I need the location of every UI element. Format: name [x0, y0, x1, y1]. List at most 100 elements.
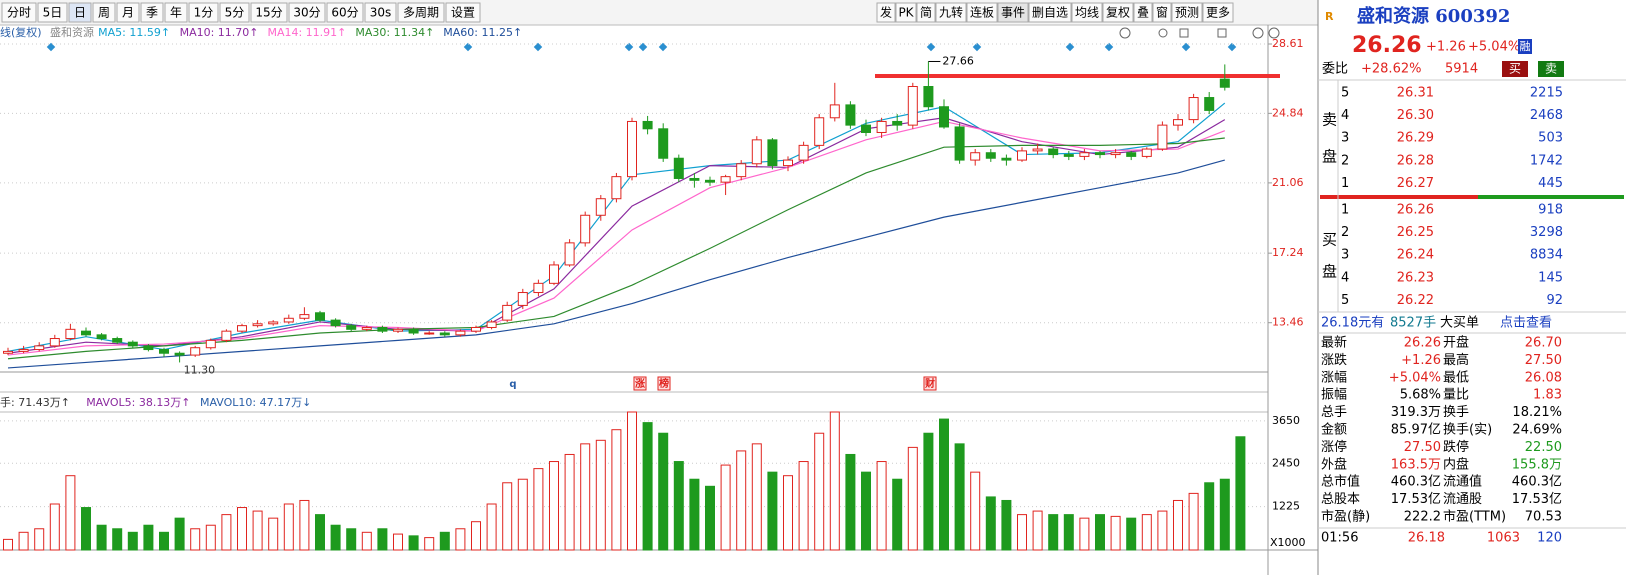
toolbar-button[interactable] [37, 2, 68, 23]
sell-button-label[interactable]: 卖 [1545, 62, 1557, 76]
toolbar-label[interactable]: 事件 [1001, 6, 1025, 20]
toolbar-button[interactable] [935, 2, 967, 23]
toolbar-button[interactable] [445, 2, 481, 23]
toolbar-label[interactable]: 季 [146, 6, 158, 20]
toolbar-label[interactable]: 发 [880, 5, 892, 20]
marker[interactable]: q [509, 379, 516, 390]
toolbar-label[interactable]: 九转 [939, 5, 963, 20]
toolbar-button[interactable] [895, 2, 917, 23]
volume-bar [268, 517, 279, 551]
toolbar-button[interactable] [1171, 2, 1203, 23]
toolbar-label[interactable]: 设置 [451, 6, 475, 20]
toolbar-button[interactable] [1, 2, 37, 23]
sell-button[interactable] [1538, 61, 1564, 77]
toolbar-button[interactable] [364, 2, 397, 23]
stat-label: 流通值 [1443, 474, 1482, 490]
toolbar-button[interactable] [1028, 2, 1072, 23]
toolbar-button[interactable] [876, 2, 896, 23]
toolbar-label[interactable]: 均线 [1075, 6, 1099, 20]
toolbar-button[interactable] [68, 2, 92, 23]
toolbar-label[interactable]: 5分 [225, 6, 245, 20]
candle-body [689, 177, 700, 181]
volume-bar [1001, 499, 1012, 551]
toolbar-label[interactable]: 删自选 [1032, 6, 1068, 20]
candle-body [829, 104, 840, 119]
toolbar-label[interactable]: 叠 [1137, 6, 1149, 20]
toolbar-button[interactable] [966, 2, 998, 23]
toolbar-button[interactable] [397, 2, 445, 23]
toolbar-label[interactable]: PK [898, 6, 914, 20]
volume-bar [81, 507, 91, 551]
marker[interactable]: 涨 [635, 377, 645, 390]
volume-bar [845, 453, 856, 551]
stat-label: 内盘 [1443, 456, 1469, 472]
candle-body [1188, 97, 1199, 121]
marker[interactable]: 财 [924, 377, 935, 390]
toolbar-label[interactable]: 15分 [255, 6, 282, 20]
toolbar-label[interactable]: 1分 [194, 6, 214, 20]
buy-button[interactable] [1502, 61, 1528, 77]
toolbar-label[interactable]: 5日 [43, 6, 63, 20]
candle-body [471, 326, 481, 332]
stock-title: 盛和资源 600392 [1357, 5, 1510, 27]
stat-label: 最高 [1443, 352, 1469, 368]
toolbar-button[interactable] [219, 2, 250, 23]
marker[interactable]: 榜 [659, 377, 669, 390]
legend-item: MA60: 11.25↑ [443, 26, 522, 39]
toolbar-label[interactable]: 更多 [1206, 6, 1230, 20]
toolbar-label[interactable]: 月 [122, 6, 134, 20]
toolbar-label[interactable]: 60分 [331, 6, 358, 20]
toolbar-button[interactable] [188, 2, 219, 23]
toolbar-label[interactable]: 复权 [1106, 6, 1130, 20]
toolbar-label[interactable]: 简 [920, 6, 932, 20]
toolbar-button[interactable] [92, 2, 116, 23]
toolbar-label[interactable]: 窗 [1156, 6, 1168, 20]
toolbar-button[interactable] [116, 2, 140, 23]
volume-bar [65, 475, 76, 551]
volume-bar [923, 432, 934, 551]
volume-bar [393, 533, 403, 551]
y-tick-label: 21.06 [1272, 176, 1304, 189]
big-order[interactable]: 点击查看 [1500, 315, 1552, 331]
toolbar-button[interactable] [1133, 2, 1153, 23]
toolbar-button[interactable] [164, 2, 188, 23]
toolbar-button[interactable] [326, 2, 364, 23]
volume-bar [1157, 510, 1168, 551]
toolbar-button[interactable] [1102, 2, 1134, 23]
toolbar-label[interactable]: 预测 [1175, 6, 1199, 20]
volume-bar [595, 439, 606, 551]
toolbar-button[interactable] [916, 2, 936, 23]
toolbar-button[interactable] [140, 2, 164, 23]
candle-body [1063, 154, 1074, 157]
toolbar-label[interactable]: 多周期 [403, 6, 439, 20]
toolbar-label[interactable]: 周 [98, 6, 110, 20]
toolbar-label[interactable]: 30s [370, 6, 392, 20]
buy-ratio-bar [1478, 195, 1624, 199]
toolbar-label[interactable]: 30分 [293, 6, 320, 20]
volume-bar [1032, 510, 1043, 551]
candle-body [34, 345, 45, 351]
toolbar-button[interactable] [250, 2, 288, 23]
toolbar-button[interactable] [1152, 2, 1172, 23]
candle-body [1173, 119, 1183, 126]
toolbar-label[interactable]: 分时 [7, 6, 31, 20]
volume-bar [408, 535, 419, 551]
high-label: 27.66 [942, 54, 974, 67]
toolbar-label[interactable]: 日 [74, 6, 86, 20]
toolbar-button[interactable] [288, 2, 326, 23]
candle-body [923, 85, 934, 108]
buy-button-label[interactable]: 买 [1509, 62, 1521, 76]
toolbar-button[interactable] [1202, 2, 1234, 23]
book-level: 1 [1341, 203, 1349, 218]
toolbar-label[interactable]: 连板 [970, 5, 994, 20]
toolbar-button[interactable] [1071, 2, 1103, 23]
chart-tools[interactable] [1119, 27, 1280, 39]
toolbar-label[interactable]: 年 [170, 6, 182, 20]
book-level: 3 [1341, 131, 1349, 146]
book-price: 26.26 [1397, 203, 1434, 218]
volume-bar [143, 524, 154, 551]
side-label: 卖 [1322, 111, 1337, 129]
ma-line [7, 117, 1226, 354]
toolbar-button[interactable] [997, 2, 1029, 23]
